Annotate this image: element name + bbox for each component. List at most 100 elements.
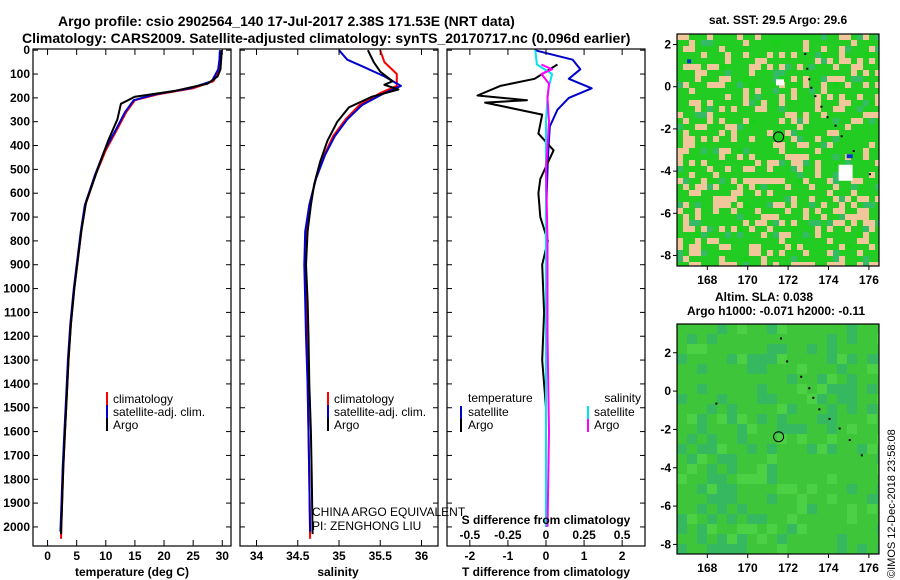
map-cell	[755, 88, 761, 94]
map-cell	[737, 184, 743, 190]
map-cell	[773, 214, 779, 220]
legend-temperature-title: temperature	[468, 391, 533, 405]
map-cell	[839, 244, 845, 250]
map-cell	[719, 64, 725, 70]
s-difference-xticks: -0.5 -0.25 0 0.25 0.5	[460, 528, 631, 542]
map-cell	[707, 484, 717, 494]
map-cell	[851, 184, 857, 190]
sst-map-cells	[677, 34, 879, 266]
s-xtick-label: -0.25	[494, 528, 522, 542]
map-cell	[791, 244, 797, 250]
map-cell	[755, 220, 761, 226]
map-cell	[677, 238, 683, 244]
t-difference-xticks: -2 -1 0 1 2	[465, 49, 626, 563]
map-cell	[839, 76, 845, 82]
map-cell	[757, 354, 767, 364]
map-cell	[833, 106, 839, 112]
map-cell	[837, 354, 847, 364]
map-cell	[713, 64, 719, 70]
map-cell	[707, 404, 717, 414]
map-cell	[777, 544, 787, 554]
temperature-xticks: 0 5 10 15 20 25 30	[44, 49, 229, 563]
difference-panel: -2 -1 0 1 2 -0.5 -0.25 0 0.25 0.5 T difference f…	[446, 48, 646, 579]
map-cell	[727, 534, 737, 544]
lat-tick-label: -4	[660, 461, 671, 475]
depth-ytick-label: 1500	[3, 401, 30, 415]
map-cell	[791, 160, 797, 166]
map-cell	[821, 52, 827, 58]
map-cell	[755, 94, 761, 100]
map-cell	[717, 394, 727, 404]
map-cell	[689, 262, 695, 266]
map-coast-dot	[808, 387, 811, 390]
map-cell	[737, 534, 747, 544]
map-cell	[847, 394, 857, 404]
map-cell	[767, 166, 773, 172]
map-cell	[787, 424, 797, 434]
map-cell	[717, 474, 727, 484]
map-cell	[737, 154, 743, 160]
map-nodata-patch	[775, 79, 784, 86]
map-cell	[755, 178, 761, 184]
lon-tick-label: 170	[738, 273, 758, 287]
map-cell	[847, 424, 857, 434]
map-cell	[857, 58, 863, 64]
map-cell	[807, 484, 817, 494]
map-cell	[857, 34, 863, 40]
map-cell	[725, 202, 731, 208]
map-cell	[689, 250, 695, 256]
map-cell	[683, 226, 689, 232]
map-cell	[869, 100, 875, 106]
map-cell	[725, 70, 731, 76]
sla-map-lat-ticks: -8 -6 -4 -2 0 2	[660, 346, 677, 551]
map-cell	[791, 118, 797, 124]
depth-ytick-label: 1900	[3, 496, 30, 510]
map-cell	[875, 46, 879, 52]
map-cell	[875, 100, 879, 106]
map-cell	[857, 208, 863, 214]
map-cell	[875, 262, 879, 266]
map-cell	[815, 232, 821, 238]
map-cell	[737, 214, 743, 220]
map-cell	[867, 414, 877, 424]
map-cell	[779, 136, 785, 142]
map-cell	[863, 100, 869, 106]
map-coast-dot	[838, 427, 841, 430]
depth-ytick-label: 800	[10, 234, 30, 248]
map-cell	[713, 196, 719, 202]
map-cell	[767, 454, 777, 464]
map-cell	[683, 256, 689, 262]
map-cell	[817, 444, 827, 454]
depth-ytick-label: 100	[10, 67, 30, 81]
map-cell	[713, 238, 719, 244]
map-cell	[827, 354, 837, 364]
map-cell	[857, 544, 867, 554]
map-cell	[779, 100, 785, 106]
map-cell	[797, 118, 803, 124]
map-cell	[677, 208, 683, 214]
t-difference-xlabel: T difference from climatology	[462, 565, 630, 579]
map-cell	[827, 334, 837, 344]
map-cold-pixel	[846, 154, 853, 159]
depth-ytick-label: 1800	[3, 472, 30, 486]
map-cell	[743, 178, 749, 184]
map-cell	[683, 142, 689, 148]
map-cell	[857, 262, 863, 266]
map-cell	[875, 160, 879, 166]
sla-map-track	[715, 337, 863, 457]
map-cell	[717, 414, 727, 424]
map-cell	[757, 514, 767, 524]
map-cell	[787, 514, 797, 524]
map-cell	[767, 202, 773, 208]
map-cell	[713, 82, 719, 88]
map-cell	[677, 124, 683, 130]
map-cell	[689, 244, 695, 250]
xtick-label: 2	[619, 549, 626, 563]
map-cell	[791, 226, 797, 232]
map-cell	[719, 130, 725, 136]
map-cell	[717, 544, 727, 554]
map-cell	[713, 148, 719, 154]
map-cell	[863, 214, 869, 220]
map-cell	[683, 148, 689, 154]
map-cell	[827, 414, 837, 424]
